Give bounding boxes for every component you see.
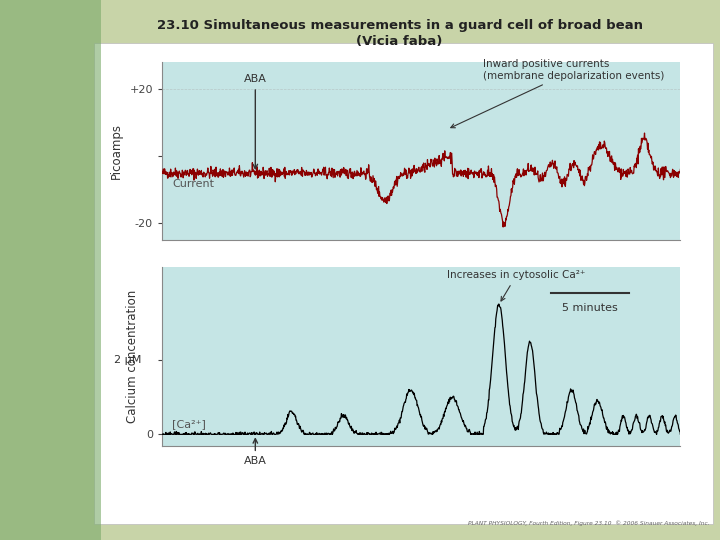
Bar bbox=[94, 43, 713, 524]
Text: 23.10 Simultaneous measurements in a guard cell of broad bean: 23.10 Simultaneous measurements in a gua… bbox=[157, 19, 643, 32]
Text: Increases in cytosolic Ca²⁺: Increases in cytosolic Ca²⁺ bbox=[447, 271, 585, 301]
Text: Inward positive currents
(membrane depolarization events): Inward positive currents (membrane depol… bbox=[451, 59, 665, 128]
Text: (Vicia faba): (Vicia faba) bbox=[356, 35, 443, 48]
Bar bbox=[0, 0, 101, 540]
Text: Current: Current bbox=[172, 179, 215, 188]
Y-axis label: Calcium concentration: Calcium concentration bbox=[126, 290, 139, 423]
Y-axis label: Picoamps: Picoamps bbox=[109, 123, 122, 179]
Text: [Ca²⁺]: [Ca²⁺] bbox=[172, 419, 206, 429]
Text: 2 μM: 2 μM bbox=[114, 355, 141, 365]
Text: 5 minutes: 5 minutes bbox=[562, 302, 618, 313]
Text: ABA: ABA bbox=[244, 438, 266, 466]
Text: PLANT PHYSIOLOGY, Fourth Edition, Figure 23.10  © 2006 Sinauer Associates, Inc.: PLANT PHYSIOLOGY, Fourth Edition, Figure… bbox=[467, 521, 709, 526]
Text: ABA: ABA bbox=[244, 75, 266, 168]
